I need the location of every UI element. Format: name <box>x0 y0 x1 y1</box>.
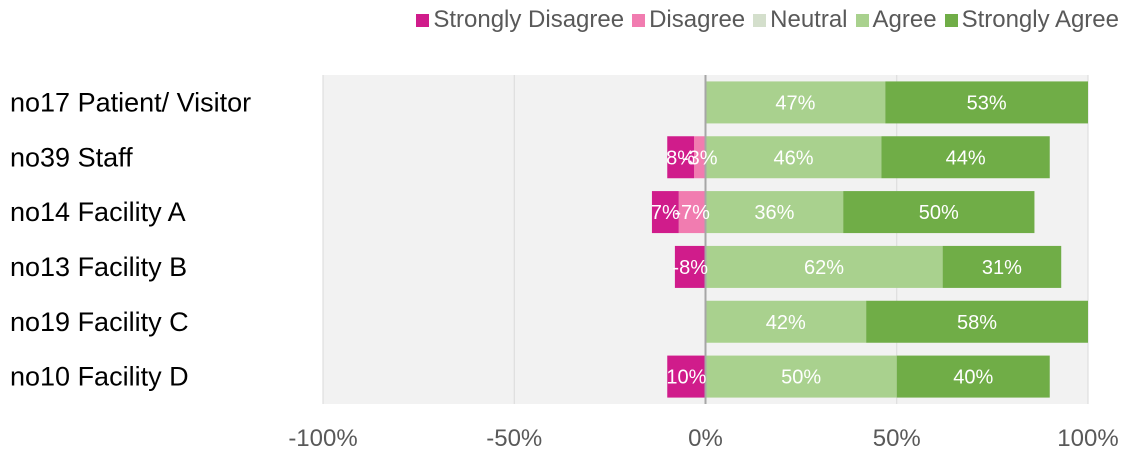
data-label: 42% <box>766 312 806 334</box>
bar-strongly-disagree <box>674 245 706 288</box>
data-label: -7% <box>674 202 710 224</box>
bar-agree <box>705 300 867 343</box>
legend-label: Neutral <box>770 6 848 33</box>
legend-item: Agree <box>855 6 937 34</box>
data-label: 50% <box>781 367 821 389</box>
data-label: 10% <box>666 367 706 389</box>
data-label: 47% <box>775 92 815 114</box>
category-label: no19 Facility C <box>10 307 189 337</box>
data-label: -8% <box>672 257 708 279</box>
legend-label: Agree <box>872 6 937 33</box>
data-label: 46% <box>773 147 813 169</box>
data-label: 53% <box>967 92 1007 114</box>
data-label: 40% <box>953 367 993 389</box>
legend-swatch <box>753 13 767 27</box>
data-label: 31% <box>982 257 1022 279</box>
legend-label: Strongly Agree <box>961 6 1119 33</box>
bar-strongly-agree <box>896 355 1050 398</box>
x-tick-label: 0% <box>688 425 723 450</box>
legend-item: Strongly Agree <box>944 6 1119 34</box>
bar-agree <box>705 355 897 398</box>
data-label: 58% <box>957 312 997 334</box>
legend-label: Disagree <box>649 6 746 33</box>
legend-item: Strongly Disagree <box>416 6 624 34</box>
data-label: 44% <box>946 147 986 169</box>
x-tick-label: 100% <box>1057 425 1118 450</box>
x-tick-label: 50% <box>873 425 921 450</box>
category-label: no39 Staff <box>10 142 133 172</box>
legend-swatch <box>416 13 430 27</box>
bar-agree <box>705 245 943 288</box>
bar-strongly-agree <box>881 136 1050 179</box>
legend-item: Disagree <box>632 6 745 34</box>
bar-strongly-agree <box>866 300 1088 343</box>
legend-swatch <box>944 13 958 27</box>
legend-label: Strongly Disagree <box>433 6 625 33</box>
legend-swatch <box>855 13 869 27</box>
bar-strongly-agree <box>942 245 1062 288</box>
bar-disagree <box>694 136 706 179</box>
x-tick-label: -50% <box>486 425 542 450</box>
data-label: 62% <box>804 257 844 279</box>
data-label: 50% <box>919 202 959 224</box>
data-label: 7% <box>651 202 680 224</box>
data-label: 36% <box>754 202 794 224</box>
category-label: no13 Facility B <box>10 252 187 282</box>
bar-strongly-agree <box>885 81 1088 124</box>
data-label: -3% <box>682 147 718 169</box>
category-label: no17 Patient/ Visitor <box>10 87 251 117</box>
legend-item: Neutral <box>753 6 848 34</box>
bar-strongly-disagree <box>667 136 695 179</box>
bar-agree <box>705 191 844 234</box>
bar-agree <box>705 136 882 179</box>
bar-strongly-disagree <box>667 355 706 398</box>
legend: Strongly Disagree Disagree Neutral Agree Str… <box>416 6 1119 34</box>
data-label: 8% <box>666 147 695 169</box>
bar-strongly-agree <box>843 191 1035 234</box>
x-tick-label: -100% <box>288 425 357 450</box>
legend-swatch <box>632 13 646 27</box>
bar-strongly-disagree <box>651 191 679 234</box>
category-label: no14 Facility A <box>10 197 186 227</box>
bar-agree <box>705 81 886 124</box>
bar-disagree <box>678 191 706 234</box>
category-label: no10 Facility D <box>10 362 189 392</box>
